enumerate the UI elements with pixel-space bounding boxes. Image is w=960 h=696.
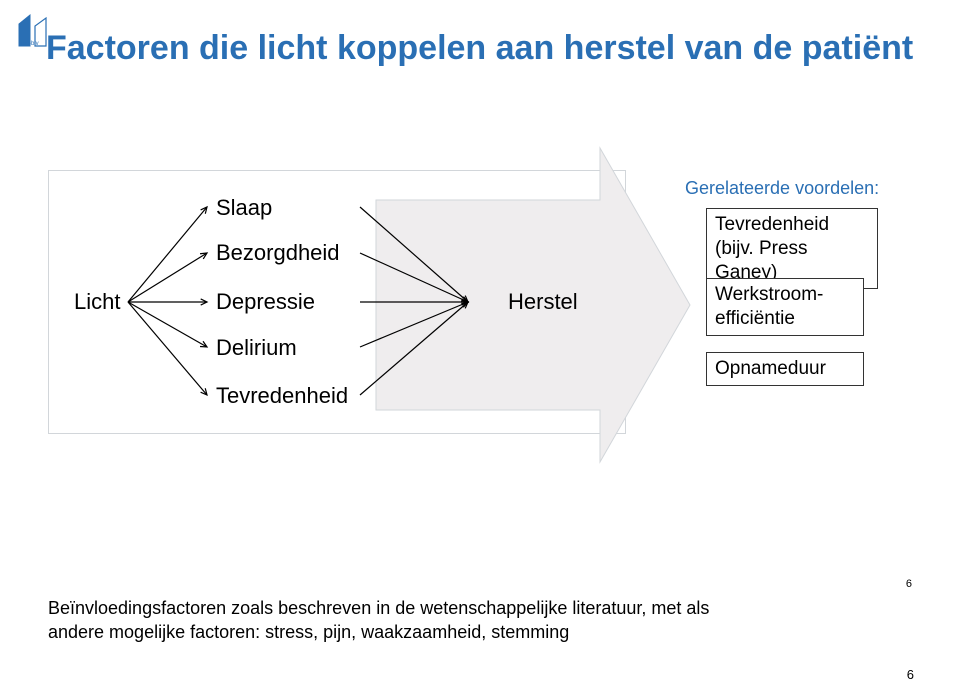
page-number-inner: 6 bbox=[906, 578, 912, 590]
factor-4: Tevredenheid bbox=[216, 383, 348, 409]
factor-0: Slaap bbox=[216, 195, 272, 221]
benefit-box-1: Werkstroom-efficiëntie bbox=[706, 278, 864, 336]
licht-label: Licht bbox=[74, 289, 120, 315]
factor-2: Depressie bbox=[216, 289, 315, 315]
diagram-svg bbox=[0, 0, 960, 696]
page-number-outer: 6 bbox=[907, 667, 914, 682]
herstel-label: Herstel bbox=[508, 289, 578, 315]
factor-3: Delirium bbox=[216, 335, 297, 361]
benefit-box-2: Opnameduur bbox=[706, 352, 864, 386]
footnote-text: Beïnvloedingsfactoren zoals beschreven i… bbox=[48, 597, 768, 644]
benefits-header: Gerelateerde voordelen: bbox=[685, 178, 879, 199]
factor-1: Bezorgdheid bbox=[216, 240, 340, 266]
